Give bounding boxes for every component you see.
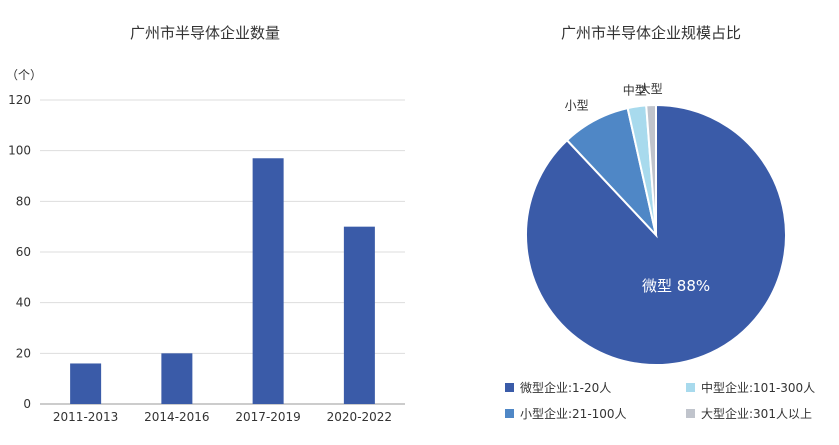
y-tick-label: 60 (16, 245, 31, 259)
x-tick-label: 2011-2013 (53, 410, 118, 424)
y-axis-unit: （个） (6, 68, 42, 82)
x-tick-label: 2020-2022 (327, 410, 392, 424)
bar-gridlines (40, 99, 405, 405)
x-tick-labels: 2011-2013 2014-2016 2017-2019 2020-2022 (53, 410, 392, 424)
pie-slices (525, 103, 787, 366)
pie-slice-大型 (645, 103, 657, 236)
bar-chart: 广州市半导体企业数量 （个） 0 20 40 60 80 100 120 2011-2013… (6, 24, 405, 424)
legend-swatch (686, 383, 695, 392)
x-tick-label: 2017-2019 (235, 410, 300, 424)
bar-2014-2016 (161, 353, 193, 404)
bar-series (70, 158, 375, 404)
y-tick-label: 20 (16, 346, 31, 360)
pie-slice-label: 小型 (565, 99, 589, 113)
legend-swatch (505, 409, 514, 418)
y-tick-label: 40 (16, 296, 31, 310)
legend-label: 微型企业:1-20人 (520, 380, 611, 395)
legend-label: 小型企业:21-100人 (520, 406, 627, 421)
y-tick-labels: 0 20 40 60 80 100 120 (8, 93, 31, 411)
legend-label: 中型企业:101-300人 (701, 380, 815, 395)
x-tick-label: 2014-2016 (144, 410, 209, 424)
bar-2020-2022 (343, 226, 375, 404)
y-tick-label: 100 (8, 144, 31, 158)
watermark: 国际电子商情 (700, 418, 832, 443)
y-tick-label: 120 (8, 93, 31, 107)
pie-slice-label: 中型 (623, 83, 647, 98)
y-tick-label: 0 (23, 397, 31, 411)
pie-slice-label: 大型 (639, 82, 663, 96)
legend-swatch (505, 383, 514, 392)
legend-swatch (686, 409, 695, 418)
legend-label: 大型企业:301人以上 (701, 406, 812, 421)
pie-inside-label: 微型 88% (642, 277, 710, 295)
bar-chart-title: 广州市半导体企业数量 (130, 24, 280, 42)
y-tick-label: 80 (16, 194, 31, 208)
pie-chart-title: 广州市半导体企业规模占比 (561, 24, 741, 42)
bar-2011-2013 (70, 363, 102, 404)
bar-2017-2019 (252, 158, 284, 404)
